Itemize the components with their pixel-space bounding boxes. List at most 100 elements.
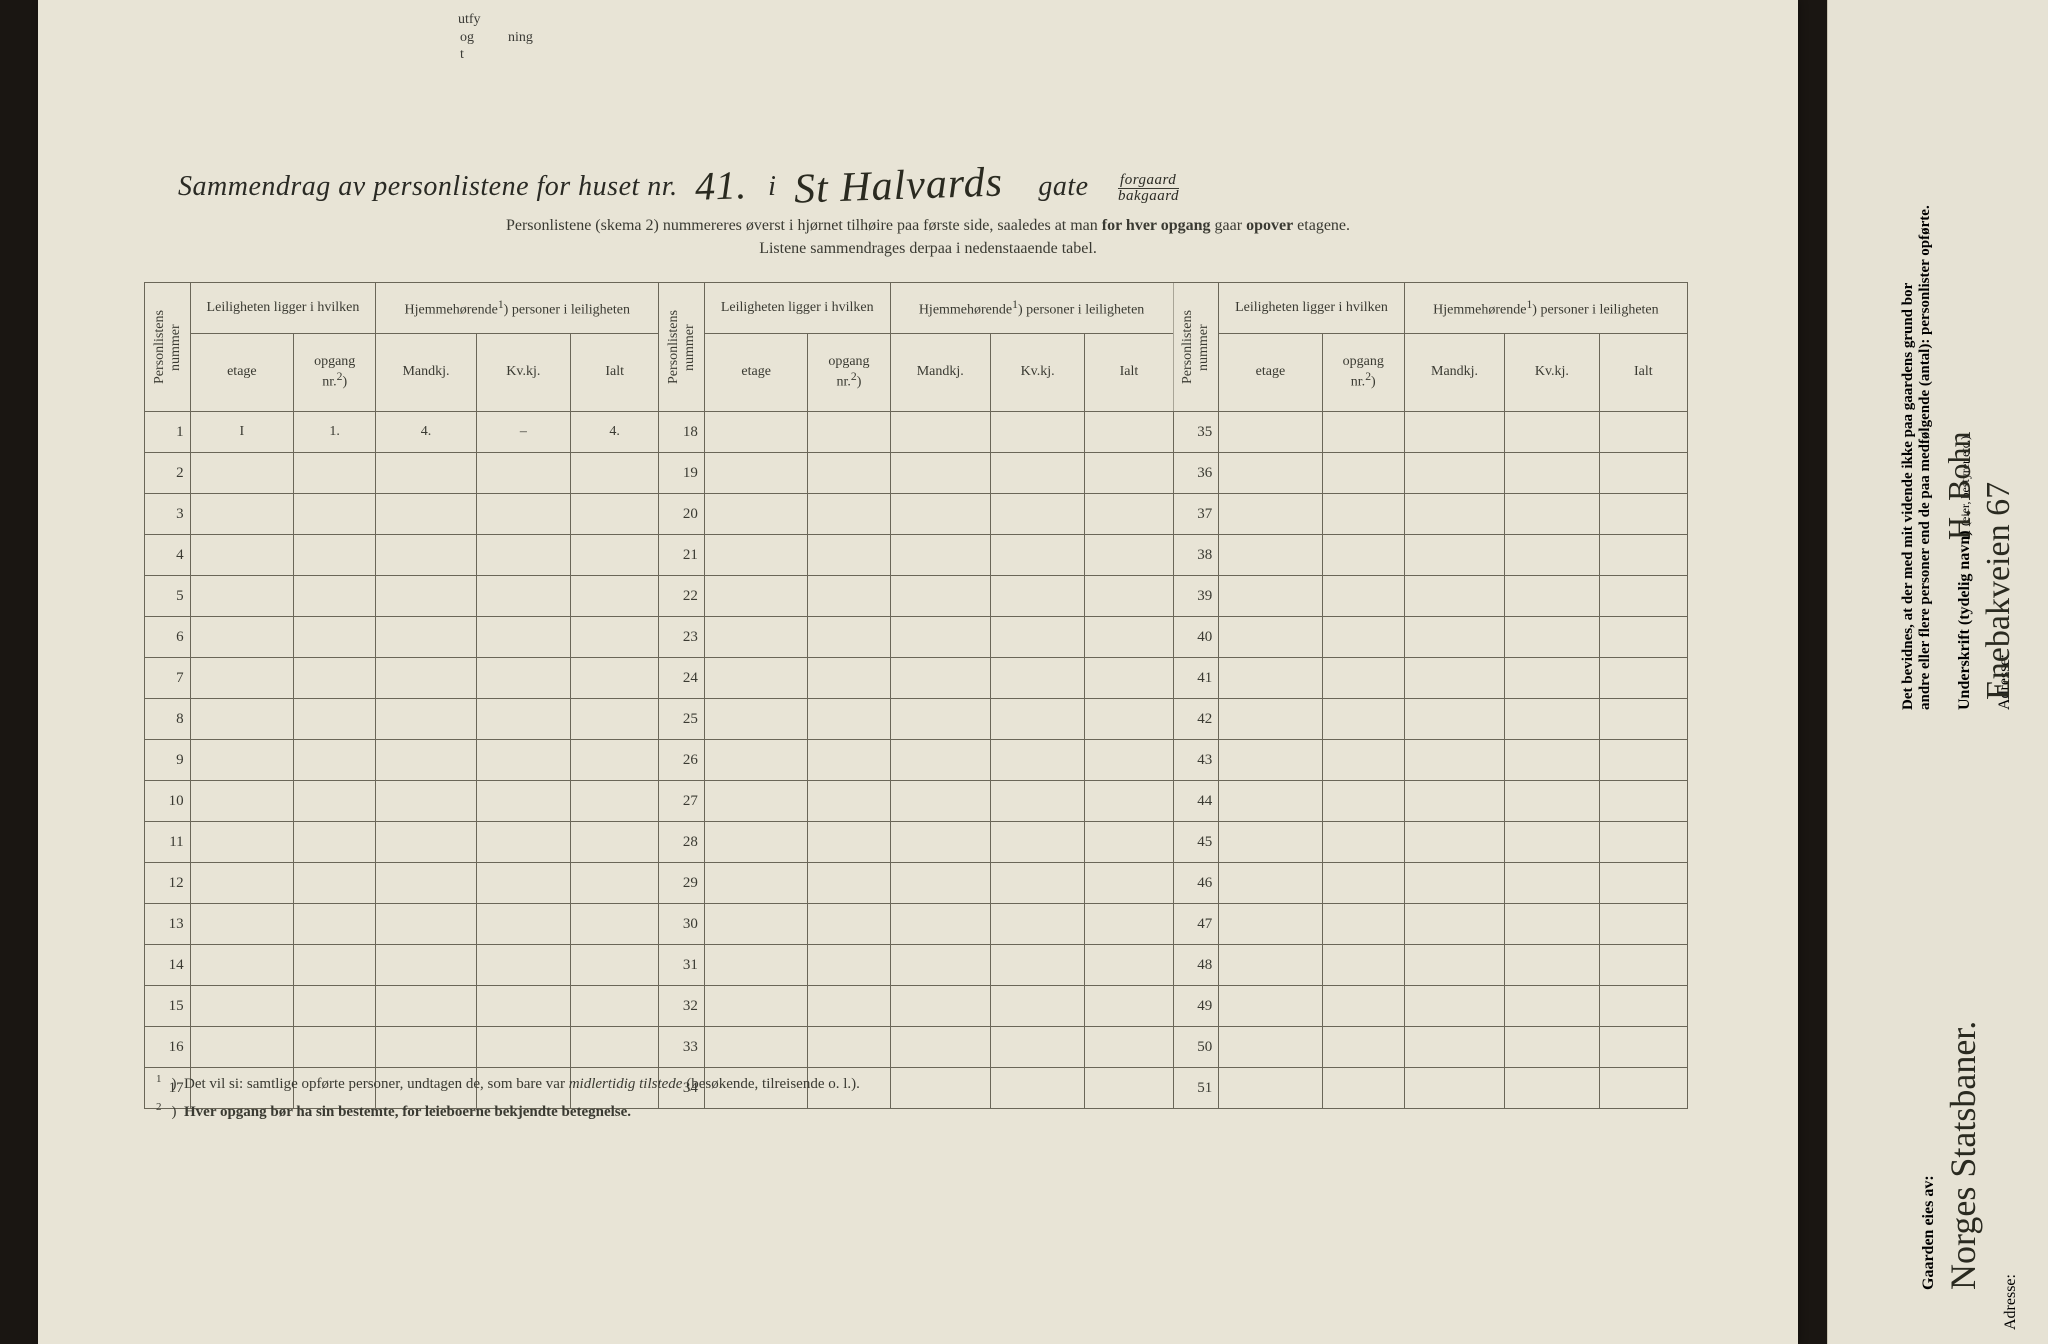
table-cell xyxy=(1219,822,1322,863)
forgaard: forgaard xyxy=(1118,173,1179,189)
table-cell xyxy=(376,617,476,658)
table-cell xyxy=(1219,1027,1322,1068)
table-cell xyxy=(1599,658,1687,699)
table-cell: 26 xyxy=(659,740,705,781)
table-cell xyxy=(808,781,890,822)
table-cell xyxy=(1404,617,1504,658)
table-cell: 18 xyxy=(659,412,705,453)
table-cell xyxy=(1599,781,1687,822)
hdr-hjemme-2: Hjemmehørende1) personer i leiligheten xyxy=(890,283,1173,334)
table-cell xyxy=(808,945,890,986)
table-cell: 22 xyxy=(659,576,705,617)
table-cell: 4. xyxy=(376,412,476,453)
table-cell xyxy=(476,453,570,494)
table-cell xyxy=(890,412,990,453)
table-cell: 4 xyxy=(145,535,191,576)
table-cell xyxy=(1599,535,1687,576)
table-cell xyxy=(704,1027,807,1068)
owner-label: Gaarden eies av: xyxy=(1920,870,1938,1290)
table-cell xyxy=(190,863,293,904)
table-cell xyxy=(376,945,476,986)
hdr-personlistens-1: Personlistens nummer xyxy=(145,283,191,412)
table-cell: 51 xyxy=(1173,1068,1219,1109)
table-cell xyxy=(704,535,807,576)
table-cell xyxy=(1505,1068,1599,1109)
table-cell xyxy=(1085,412,1173,453)
table-cell xyxy=(1219,658,1322,699)
table-cell: 38 xyxy=(1173,535,1219,576)
table-cell: 11 xyxy=(145,822,191,863)
table-cell xyxy=(1085,740,1173,781)
table-cell xyxy=(1085,986,1173,1027)
sub-1a: Personlistene (skema 2) nummereres øvers… xyxy=(506,217,1102,234)
table-cell xyxy=(808,576,890,617)
table-cell xyxy=(1219,863,1322,904)
table-head: Personlistens nummer Leiligheten ligger … xyxy=(145,283,1688,412)
table-cell xyxy=(1219,494,1322,535)
sub-2: Listene sammendrages derpaa i nedenstaae… xyxy=(759,240,1097,257)
table-cell xyxy=(476,494,570,535)
table-cell xyxy=(294,453,376,494)
table-cell: 25 xyxy=(659,699,705,740)
table-cell: 36 xyxy=(1173,453,1219,494)
table-cell xyxy=(190,781,293,822)
table-cell xyxy=(376,658,476,699)
document-page: utfy og t ning Sammendrag av personliste… xyxy=(38,0,1798,1344)
subtitle-block: Personlistene (skema 2) nummereres øvers… xyxy=(178,214,1678,260)
table-cell xyxy=(1505,740,1599,781)
table-cell xyxy=(990,986,1084,1027)
hdr-ialt-2: Ialt xyxy=(1085,333,1173,411)
table-cell xyxy=(294,1027,376,1068)
table-cell xyxy=(1322,412,1404,453)
table-cell xyxy=(890,494,990,535)
table-cell xyxy=(1505,617,1599,658)
hdr-kvkj-3: Kv.kj. xyxy=(1505,333,1599,411)
table-cell xyxy=(1599,986,1687,1027)
table-cell xyxy=(1599,412,1687,453)
hdr-opgang-1: opgangnr.2) xyxy=(294,333,376,411)
table-cell xyxy=(190,822,293,863)
table-cell xyxy=(476,904,570,945)
table-cell xyxy=(476,1027,570,1068)
hdr-mandkj-1: Mandkj. xyxy=(376,333,476,411)
hdr-leilighet-3: Leiligheten ligger i hvilken xyxy=(1219,283,1405,334)
table-cell xyxy=(1322,494,1404,535)
table-cell: 31 xyxy=(659,945,705,986)
table-cell xyxy=(704,453,807,494)
table-cell xyxy=(1404,699,1504,740)
table-cell xyxy=(1404,781,1504,822)
table-cell xyxy=(890,453,990,494)
table-cell xyxy=(704,740,807,781)
table-cell xyxy=(704,986,807,1027)
table-cell xyxy=(1085,945,1173,986)
table-cell xyxy=(376,740,476,781)
table-cell xyxy=(1599,617,1687,658)
table-cell: 40 xyxy=(1173,617,1219,658)
table-cell xyxy=(1322,986,1404,1027)
table-cell xyxy=(1505,658,1599,699)
table-cell xyxy=(808,412,890,453)
table-cell xyxy=(704,945,807,986)
table-row: 1I1.4.–4.1835 xyxy=(145,412,1688,453)
table-cell xyxy=(990,617,1084,658)
frag-a: utfy xyxy=(458,12,481,29)
table-cell xyxy=(890,1068,990,1109)
table-cell xyxy=(376,863,476,904)
table-cell xyxy=(1085,576,1173,617)
sub-1c: gaar xyxy=(1211,217,1247,234)
table-cell xyxy=(1085,863,1173,904)
table-cell xyxy=(1599,822,1687,863)
table-cell xyxy=(808,740,890,781)
table-cell xyxy=(1219,699,1322,740)
table-cell xyxy=(190,740,293,781)
table-cell xyxy=(808,453,890,494)
table-cell xyxy=(1505,699,1599,740)
table-cell xyxy=(1404,658,1504,699)
table-cell xyxy=(990,822,1084,863)
table-cell xyxy=(571,781,659,822)
table-cell xyxy=(190,658,293,699)
table-cell xyxy=(190,986,293,1027)
bakgaard: bakgaard xyxy=(1118,189,1179,204)
table-cell xyxy=(1599,494,1687,535)
table-cell xyxy=(476,699,570,740)
